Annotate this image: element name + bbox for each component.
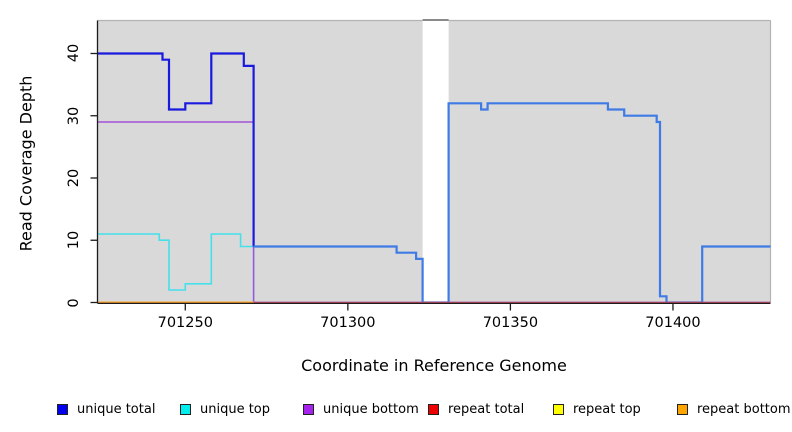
y-tick-label: 30	[65, 106, 82, 125]
legend-swatch-icon	[553, 403, 564, 415]
legend-item-unique-total: unique total	[57, 401, 155, 417]
x-tick-label: 701350	[482, 315, 539, 331]
y-tick-label: 10	[65, 231, 82, 250]
x-axis-title: Coordinate in Reference Genome	[301, 356, 567, 375]
x-tick-label: 701300	[320, 315, 376, 331]
legend-label: unique bottom	[323, 401, 419, 417]
legend-swatch-icon	[57, 403, 68, 415]
gap-region	[422, 13, 449, 303]
gap-region-top-bar	[422, 19, 449, 21]
x-tick-label: 701400	[645, 315, 701, 331]
legend-label: unique top	[200, 401, 271, 417]
series-line-unique-top	[97, 233, 771, 304]
legend-swatch-icon	[180, 403, 191, 415]
legend-label: unique total	[77, 401, 156, 417]
legend-swatch-icon	[428, 403, 439, 415]
y-axis-title: Read Coverage Depth	[16, 75, 36, 252]
legend-item-repeat-total: repeat total	[428, 401, 524, 417]
series-line-unique-total	[97, 52, 255, 247]
x-tick-label: 701250	[157, 315, 213, 331]
legend-item-unique-bottom: unique bottom	[303, 401, 419, 417]
legend-swatch-icon	[677, 403, 688, 415]
legend-item-repeat-bottom: repeat bottom	[677, 401, 791, 417]
legend-item-unique-top: unique top	[180, 401, 270, 417]
legend-label: repeat total	[448, 401, 525, 417]
legend-swatch-icon	[303, 403, 314, 415]
y-tick-label: 0	[65, 297, 82, 308]
y-tick-label: 20	[65, 168, 82, 188]
series-line-unique-total-after	[253, 102, 771, 304]
legend-item-repeat-top: repeat top	[553, 401, 641, 417]
y-tick-label: 40	[65, 44, 82, 63]
legend-label: repeat top	[573, 401, 641, 417]
legend-label: repeat bottom	[697, 401, 791, 417]
